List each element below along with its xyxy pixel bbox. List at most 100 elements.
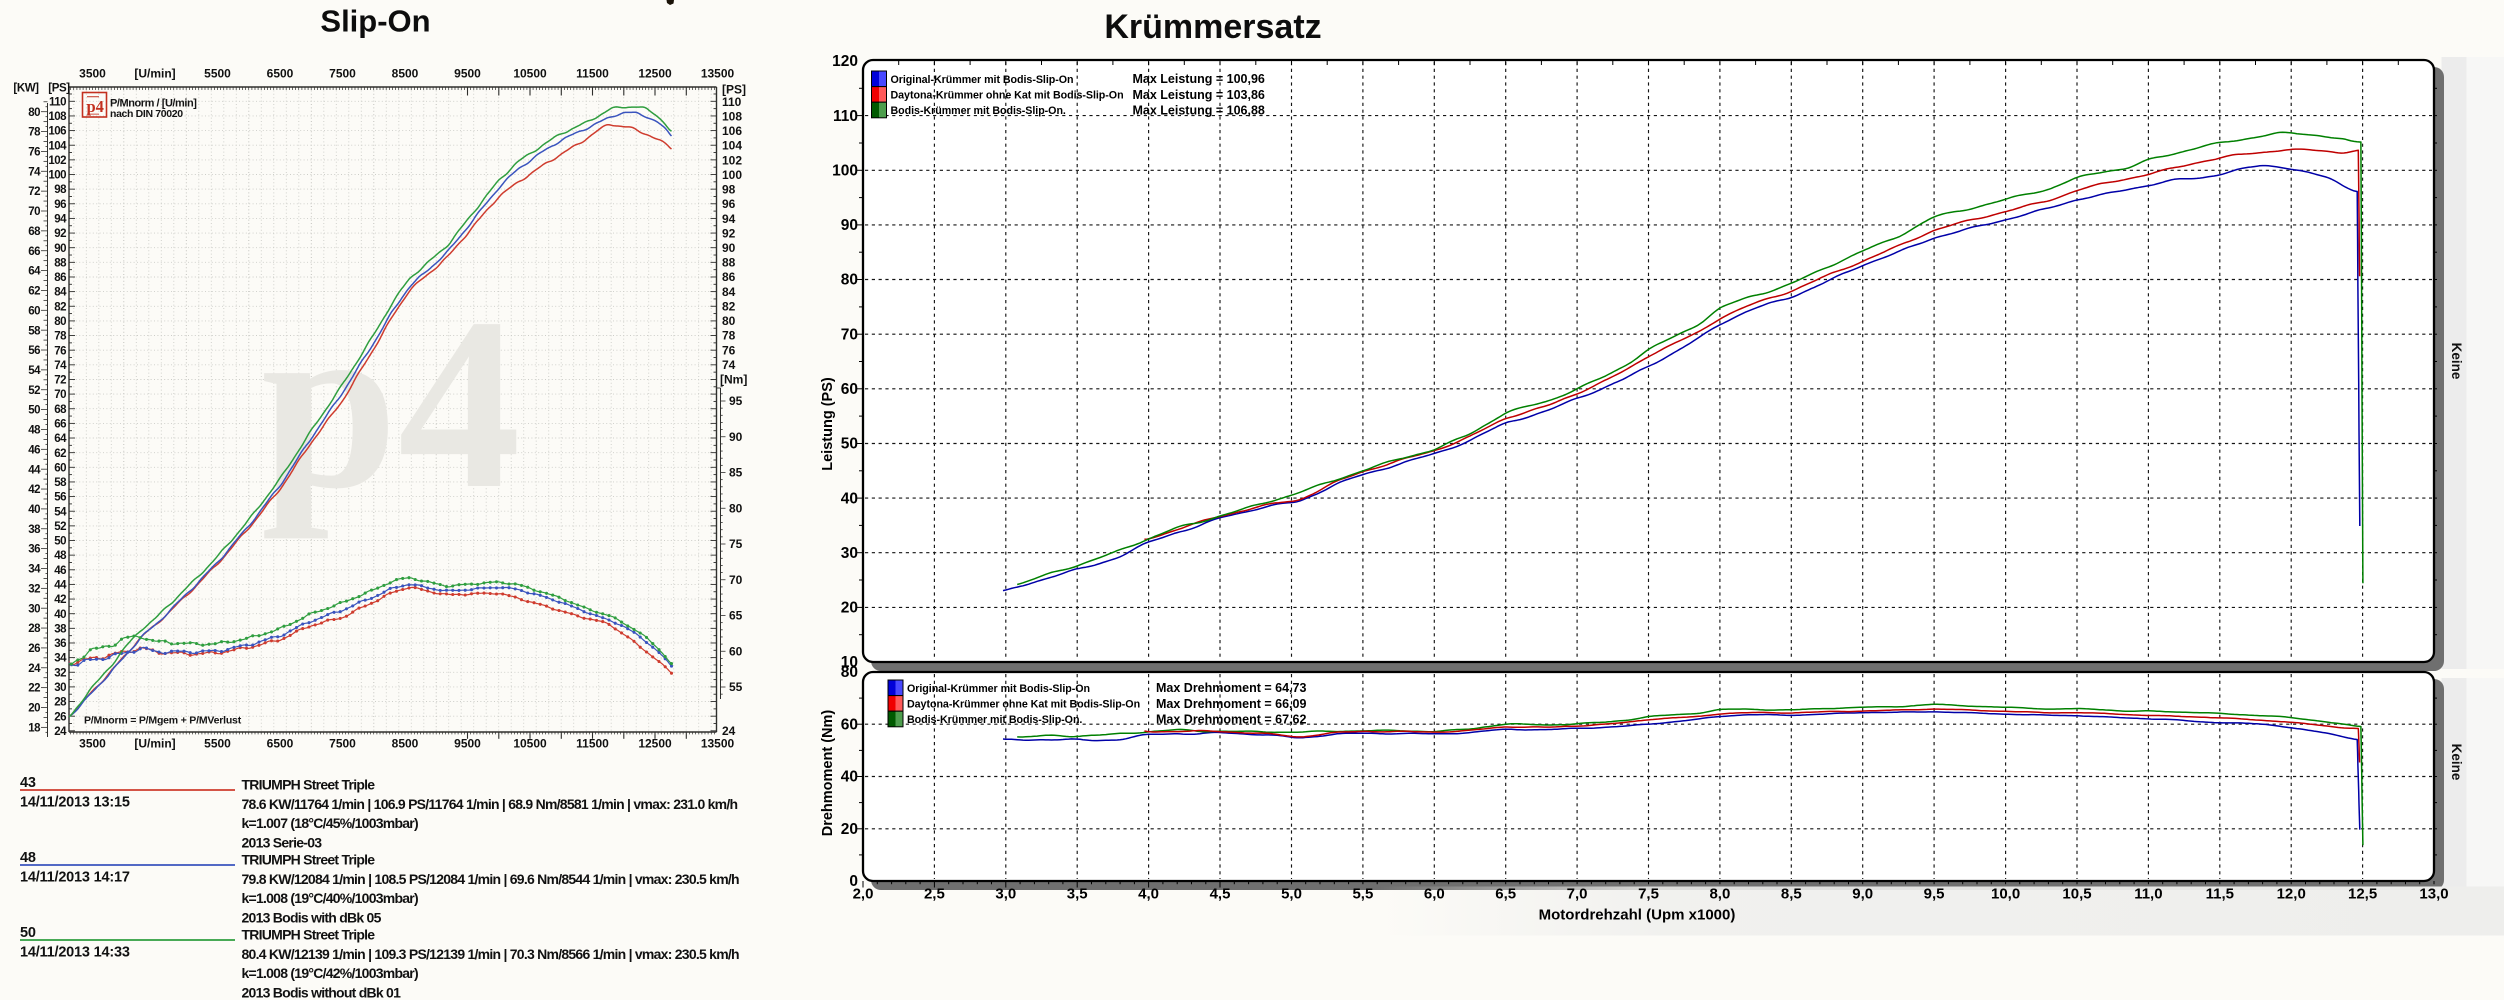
svg-text:34: 34 bbox=[54, 653, 67, 665]
svg-text:14/11/2013 14:33: 14/11/2013 14:33 bbox=[20, 945, 130, 961]
svg-text:100: 100 bbox=[48, 170, 66, 182]
svg-text:86: 86 bbox=[54, 272, 66, 284]
svg-text:50: 50 bbox=[841, 436, 858, 453]
svg-text:76: 76 bbox=[54, 345, 66, 357]
svg-text:66: 66 bbox=[54, 419, 66, 431]
svg-text:5500: 5500 bbox=[204, 737, 231, 751]
svg-text:Slip-On: Slip-On bbox=[320, 4, 430, 39]
svg-text:50: 50 bbox=[54, 536, 66, 548]
svg-text:30: 30 bbox=[841, 545, 858, 562]
svg-text:80.4 KW/12139 1/min | 109.3: 80.4 KW/12139 1/min | 109.3 PS/12139 1/m… bbox=[242, 946, 740, 962]
svg-text:k=1.008 (19°C/42%/1003mbar): k=1.008 (19°C/42%/1003mbar) bbox=[242, 965, 419, 981]
svg-text:12,0: 12,0 bbox=[2277, 886, 2306, 903]
svg-text:42: 42 bbox=[28, 484, 40, 496]
svg-text:8,0: 8,0 bbox=[1709, 886, 1730, 903]
svg-text:32: 32 bbox=[28, 583, 40, 595]
svg-text:TRIUMPH Street Triple: TRIUMPH Street Triple bbox=[242, 852, 376, 868]
svg-text:66: 66 bbox=[28, 246, 40, 258]
svg-text:7500: 7500 bbox=[329, 67, 356, 81]
svg-text:36: 36 bbox=[54, 638, 66, 650]
svg-text:7,5: 7,5 bbox=[1638, 886, 1659, 903]
svg-text:80: 80 bbox=[28, 107, 40, 119]
svg-text:100: 100 bbox=[832, 163, 858, 180]
svg-text:106: 106 bbox=[722, 124, 742, 138]
svg-text:2013 Serie-03: 2013 Serie-03 bbox=[242, 835, 323, 851]
svg-text:40: 40 bbox=[28, 504, 40, 516]
svg-text:80: 80 bbox=[841, 664, 858, 681]
svg-text:18: 18 bbox=[28, 723, 41, 735]
svg-text:32: 32 bbox=[54, 667, 66, 679]
svg-text:42: 42 bbox=[54, 594, 66, 606]
svg-text:68: 68 bbox=[54, 404, 67, 416]
svg-text:Original-Krümmer mit Bodis-Sli: Original-Krümmer mit Bodis-Slip-On bbox=[907, 683, 1090, 695]
svg-text:108: 108 bbox=[722, 110, 742, 124]
svg-text:Leistung (PS): Leistung (PS) bbox=[820, 377, 836, 471]
svg-text:Max Leistung = 100,96: Max Leistung = 100,96 bbox=[1133, 72, 1265, 86]
svg-text:80: 80 bbox=[841, 272, 858, 289]
svg-text:82: 82 bbox=[54, 301, 66, 313]
svg-text:40: 40 bbox=[54, 609, 66, 621]
svg-text:Max Drehmoment = 66,09: Max Drehmoment = 66,09 bbox=[1156, 697, 1306, 711]
svg-text:[Nm]: [Nm] bbox=[720, 373, 747, 387]
svg-text:54: 54 bbox=[54, 506, 67, 518]
svg-text:TRIUMPH Street Triple: TRIUMPH Street Triple bbox=[242, 927, 376, 943]
svg-text:30: 30 bbox=[28, 603, 40, 615]
svg-text:76: 76 bbox=[28, 147, 40, 159]
svg-text:9,0: 9,0 bbox=[1852, 886, 1873, 903]
svg-text:52: 52 bbox=[28, 385, 40, 397]
svg-text:38: 38 bbox=[28, 524, 41, 536]
svg-text:10: 10 bbox=[841, 654, 858, 671]
svg-text:24: 24 bbox=[28, 663, 41, 675]
svg-text:102: 102 bbox=[722, 153, 742, 167]
svg-text:64: 64 bbox=[28, 266, 41, 278]
svg-text:6,0: 6,0 bbox=[1424, 886, 1445, 903]
svg-text:48: 48 bbox=[54, 550, 67, 562]
svg-text:60: 60 bbox=[54, 462, 66, 474]
svg-text:90: 90 bbox=[54, 243, 66, 255]
svg-text:100: 100 bbox=[722, 168, 742, 182]
svg-text:106: 106 bbox=[48, 126, 66, 138]
svg-text:5,5: 5,5 bbox=[1352, 886, 1373, 903]
svg-text:[U/min]: [U/min] bbox=[134, 67, 175, 81]
svg-text:Drehmoment (Nm): Drehmoment (Nm) bbox=[820, 710, 836, 837]
svg-text:76: 76 bbox=[722, 343, 736, 357]
svg-text:60: 60 bbox=[729, 645, 743, 659]
svg-text:79.8 KW/12084 1/min | 108.5: 79.8 KW/12084 1/min | 108.5 PS/12084 1/m… bbox=[242, 871, 740, 887]
svg-text:96: 96 bbox=[722, 197, 736, 211]
svg-text:84: 84 bbox=[722, 285, 736, 299]
svg-text:Krümmersatz: Krümmersatz bbox=[1104, 8, 1321, 46]
svg-text:3500: 3500 bbox=[79, 737, 106, 751]
svg-text:56: 56 bbox=[28, 345, 40, 357]
svg-text:50: 50 bbox=[20, 925, 36, 941]
svg-text:120: 120 bbox=[832, 53, 858, 70]
svg-text:10500: 10500 bbox=[513, 67, 547, 81]
svg-text:3500: 3500 bbox=[79, 67, 106, 81]
svg-text:80: 80 bbox=[54, 316, 66, 328]
svg-text:10,0: 10,0 bbox=[1991, 886, 2020, 903]
svg-text:68: 68 bbox=[28, 226, 41, 238]
svg-text:3,5: 3,5 bbox=[1067, 886, 1088, 903]
svg-text:Bodis-Krümmer mit Bodis-Slip-O: Bodis-Krümmer mit Bodis-Slip-On. bbox=[907, 714, 1082, 726]
svg-text:6500: 6500 bbox=[267, 737, 294, 751]
svg-text:60: 60 bbox=[28, 305, 40, 317]
svg-text:96: 96 bbox=[54, 199, 66, 211]
svg-text:Max Leistung = 103,86: Max Leistung = 103,86 bbox=[1133, 88, 1265, 102]
svg-text:56: 56 bbox=[54, 492, 66, 504]
svg-text:P/Mnorm / [U/min]: P/Mnorm / [U/min] bbox=[110, 98, 197, 110]
svg-text:80: 80 bbox=[722, 314, 736, 328]
svg-text:44: 44 bbox=[54, 580, 67, 592]
svg-text:52: 52 bbox=[54, 521, 66, 533]
svg-text:13,0: 13,0 bbox=[2419, 886, 2448, 903]
svg-text:11500: 11500 bbox=[576, 67, 609, 81]
svg-text:74: 74 bbox=[54, 360, 67, 372]
svg-text:30: 30 bbox=[54, 682, 66, 694]
svg-text:94: 94 bbox=[722, 212, 736, 226]
svg-text:2013 Bodis with dBk 05: 2013 Bodis with dBk 05 bbox=[242, 910, 382, 926]
svg-text:14/11/2013 14:17: 14/11/2013 14:17 bbox=[20, 870, 130, 886]
svg-text:108: 108 bbox=[48, 111, 67, 123]
svg-text:86: 86 bbox=[722, 270, 736, 284]
svg-text:40: 40 bbox=[841, 490, 858, 507]
svg-text:72: 72 bbox=[54, 375, 66, 387]
svg-text:6,5: 6,5 bbox=[1495, 886, 1516, 903]
svg-text:k=1.008 (19°C/40%/1003mbar): k=1.008 (19°C/40%/1003mbar) bbox=[242, 890, 419, 906]
